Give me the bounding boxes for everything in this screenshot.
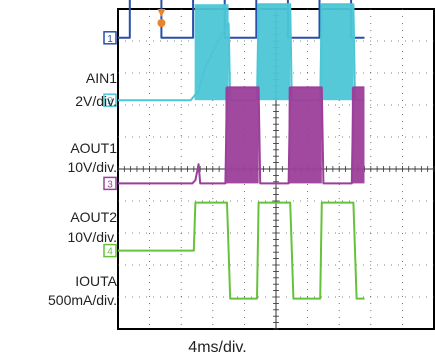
channel-2-scale: 10V/div. xyxy=(67,159,117,175)
channel-2-marker: 2 xyxy=(103,93,117,107)
channel-4-marker: 4 xyxy=(103,243,117,258)
trigger-dot xyxy=(157,19,166,27)
trace-burst-aout1 xyxy=(320,4,354,101)
trace-iouta xyxy=(118,201,365,300)
trace-aout2 xyxy=(118,86,365,185)
trace-aout1 xyxy=(118,3,365,102)
trace-group xyxy=(118,0,365,300)
channel-2-name: AOUT1 xyxy=(70,140,117,156)
channel-marker-number: 2 xyxy=(107,96,113,107)
channel-marker-number: 3 xyxy=(107,179,113,190)
trace-burst-aout1 xyxy=(257,4,291,101)
channel-marker-box xyxy=(103,243,117,258)
channel-1-name: AIN1 xyxy=(85,70,117,86)
time-base-label: 4ms/div. xyxy=(188,339,247,356)
channel-marker-box xyxy=(103,93,117,107)
trace-ain1 xyxy=(118,0,365,39)
channel-1-scale: 2V/div. xyxy=(75,93,117,109)
channel-4-scale: 500mA/div. xyxy=(48,292,117,308)
trace-burst-aout2 xyxy=(225,87,259,184)
channel-markers: 1 2 3 4 xyxy=(103,31,117,258)
channel-3-name: AOUT2 xyxy=(70,209,117,225)
channel-3-scale: 10V/div. xyxy=(67,229,117,245)
channel-marker-number: 4 xyxy=(107,247,113,258)
channel-3-marker: 3 xyxy=(103,176,117,191)
channel-1-marker: 1 xyxy=(103,31,117,45)
channel-4-name: IOUTA xyxy=(75,273,117,289)
trace-burst-aout2 xyxy=(351,87,365,184)
channel-marker-box xyxy=(103,176,117,191)
trace-burst-aout2 xyxy=(288,87,322,184)
trigger-marker xyxy=(157,9,166,27)
channel-marker-number: 1 xyxy=(107,34,113,45)
channel-marker-box xyxy=(103,31,117,45)
trigger-arrow xyxy=(157,9,166,17)
